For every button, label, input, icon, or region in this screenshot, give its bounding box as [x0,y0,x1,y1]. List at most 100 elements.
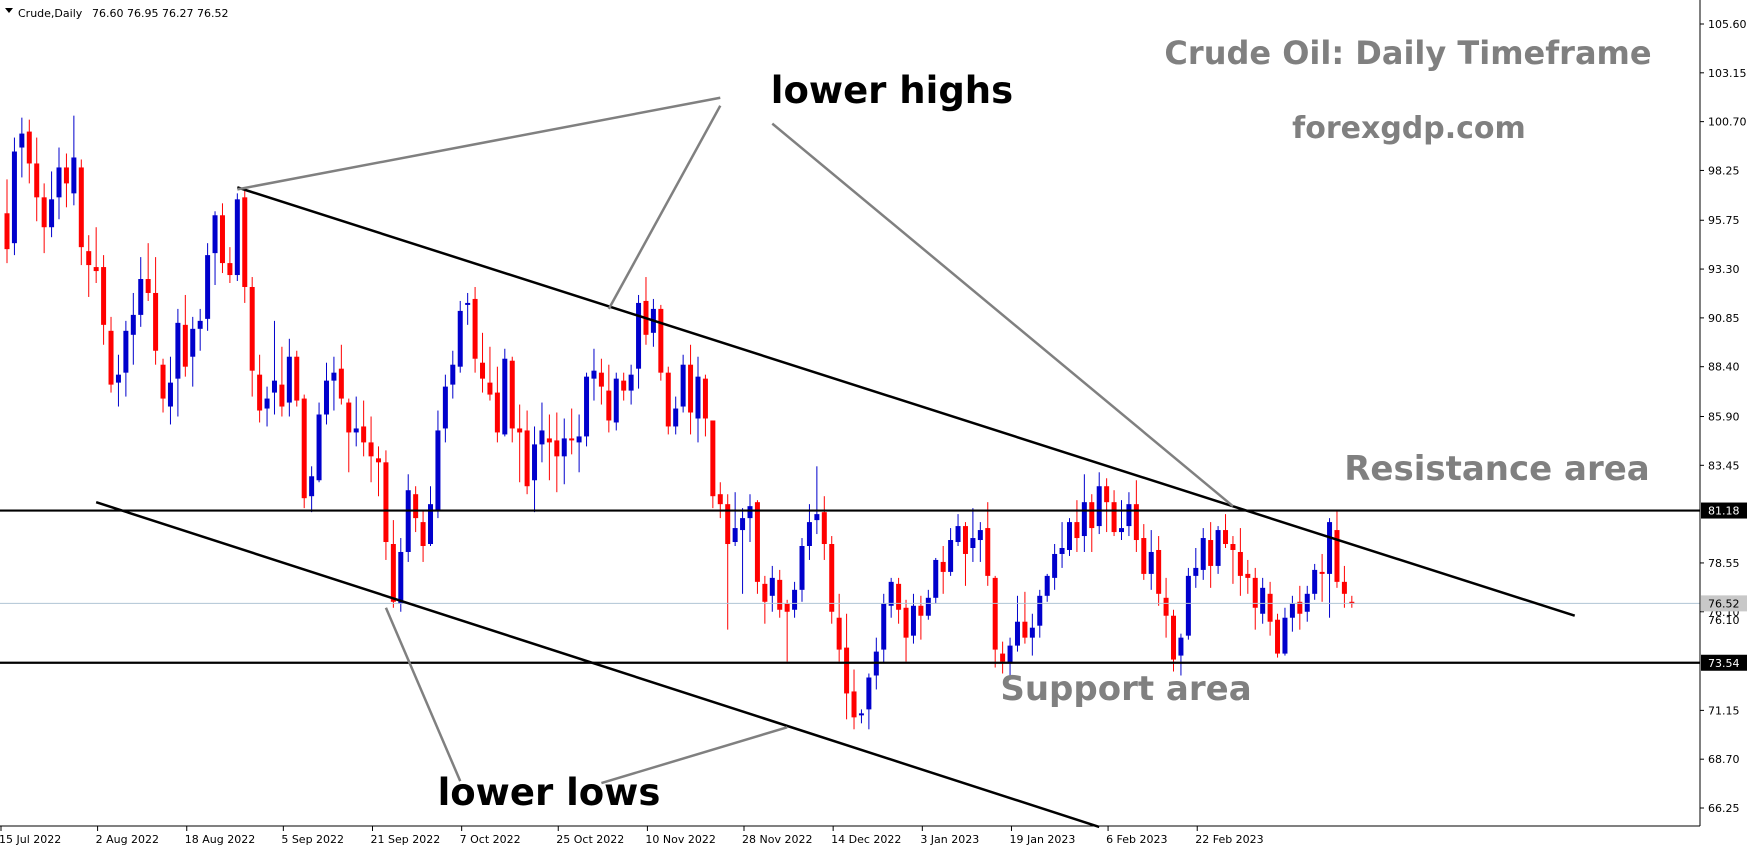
upper-channel-trendline[interactable] [236,186,1576,617]
candle-body [1349,601,1355,604]
candle-body [435,430,441,511]
candle-body [1223,530,1229,545]
lower-highs-left-pointer-line [237,96,721,191]
candle [977,522,983,562]
candle [710,420,716,509]
candle-body [1156,549,1162,594]
candle-body [78,167,84,248]
candle-body [881,603,887,650]
candles-layer [4,115,1355,730]
candle [1007,637,1013,676]
candle [167,356,173,425]
candle-body [896,583,902,610]
candle [940,546,946,594]
candle-body [792,589,798,610]
support-price-tag: 73.54 [1701,654,1747,671]
candle [361,400,367,457]
lower-highs-label: lower highs [771,69,1013,112]
candle [732,492,738,547]
candle-body [115,374,121,383]
candle [806,504,812,560]
candle-body [844,647,850,694]
candle [925,589,931,620]
lower-lows-right-pointer-line [601,726,788,785]
candle-body [316,414,322,481]
candle-body [257,374,263,411]
candle [1208,522,1214,588]
x-tick-label: 2 Aug 2022 [96,833,159,846]
candle-body [338,368,344,399]
candle [754,500,760,594]
candle [1230,536,1236,584]
candle [740,508,746,594]
candle [398,538,404,612]
candle-body [101,267,107,325]
candle-body [420,522,426,547]
candle [428,486,434,547]
candle [383,450,389,560]
candle [465,292,471,325]
candle [56,147,62,220]
candle [145,243,151,301]
candle [509,356,515,443]
candle [1111,490,1117,537]
candle-body [933,559,939,598]
candle [539,402,545,463]
candle [34,137,40,222]
candle-body [294,356,300,401]
candle-body [242,197,248,287]
candle-body [1081,502,1087,537]
candle-body [866,677,872,710]
candle-body [962,526,968,554]
candle [219,203,225,274]
candle-body [1312,569,1318,594]
candle-body [19,133,25,148]
x-tick-label: 19 Jan 2023 [1009,833,1075,846]
candle-body [539,430,545,445]
symbol-dropdown-icon[interactable] [5,8,13,13]
candle-body [1104,486,1110,503]
lower-channel-trendline[interactable] [95,500,1100,829]
candle-body [353,428,359,433]
candle-body [264,398,270,409]
candle [970,508,976,562]
candle-body [1111,502,1117,533]
candle [41,183,47,254]
candle [1022,591,1028,644]
candle [1193,547,1199,588]
candle-body [1148,551,1154,574]
candle [792,581,798,618]
candle-body [34,163,40,198]
candle [1148,530,1154,590]
candle-body [747,506,753,519]
lines-layer [0,96,1700,829]
candle [212,211,218,286]
candle-body [465,302,471,305]
candle [257,354,263,423]
candle-body [390,544,396,602]
candle-body [569,438,575,441]
x-tick-label: 18 Aug 2022 [185,833,255,846]
candle [799,538,805,602]
candle [524,410,530,495]
candle [271,320,277,415]
candle [1081,474,1087,552]
candle-body [1074,522,1080,539]
candle [338,344,344,405]
candle [1119,500,1124,541]
candle [1044,573,1050,602]
candle [1000,641,1006,674]
candle [598,358,604,405]
resistance-price-tag-bg [1701,502,1747,519]
candle-body [613,378,619,423]
candle [680,354,686,413]
candle-body [398,551,404,604]
candle-body [331,372,337,381]
candle-body [851,691,857,718]
candle [457,300,463,373]
candle [487,346,493,401]
candle-body [1245,573,1251,578]
candle-body [918,605,924,616]
candle [1171,609,1177,672]
